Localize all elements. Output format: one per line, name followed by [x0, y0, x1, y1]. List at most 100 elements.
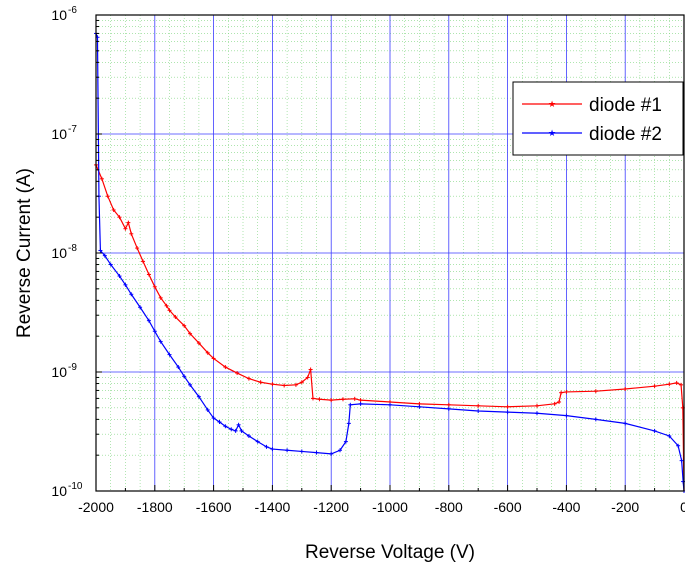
- series-point-2: [205, 407, 210, 412]
- y-tick-label: 10: [51, 126, 67, 142]
- series-point-2: [388, 402, 392, 407]
- series-point-1: [205, 350, 210, 355]
- series-line-2: [95, 33, 685, 492]
- series-point-2: [346, 421, 351, 426]
- series-point-2: [217, 420, 222, 425]
- series-point-1: [270, 382, 275, 387]
- series-point-1: [679, 382, 684, 387]
- x-tick-label: -600: [494, 499, 522, 515]
- series-point-1: [317, 397, 322, 402]
- legend: ★ diode #1 ★ diode #2: [512, 81, 684, 156]
- series-point-1: [505, 404, 510, 409]
- y-tick-exponent: -10: [68, 481, 83, 492]
- series-point-1: [129, 231, 134, 236]
- series-point-1: [188, 331, 193, 336]
- series-point-2: [188, 382, 193, 387]
- series-point-2: [505, 410, 510, 415]
- series-point-2: [270, 447, 275, 452]
- series-point-2: [146, 318, 151, 323]
- series-point-2: [246, 433, 251, 438]
- series-point-1: [293, 382, 298, 387]
- legend-box: [512, 81, 684, 156]
- series-point-2: [229, 427, 234, 432]
- series-point-1: [308, 367, 313, 372]
- series-point-2: [255, 439, 260, 444]
- legend-label-diode-2: diode #2: [589, 124, 662, 145]
- ticks: [95, 14, 685, 492]
- series-point-1: [152, 284, 157, 289]
- series-point-1: [329, 398, 334, 403]
- series-point-2: [623, 421, 628, 426]
- series-point-2: [211, 416, 216, 421]
- series-point-1: [211, 356, 216, 361]
- series-point-1: [674, 380, 679, 385]
- x-tick-label: -200: [611, 499, 639, 515]
- series-point-1: [310, 396, 315, 401]
- series-point-2: [129, 292, 134, 297]
- series-point-1: [126, 220, 131, 225]
- series-point-2: [138, 305, 143, 310]
- series-point-1: [164, 303, 169, 308]
- x-tick-label: -1200: [313, 499, 349, 515]
- series-point-1: [135, 246, 140, 251]
- series-point-1: [246, 376, 251, 381]
- series-point-2: [348, 402, 353, 407]
- series-point-1: [158, 295, 163, 300]
- x-tick-label: -1000: [372, 499, 408, 515]
- series-point-1: [173, 314, 178, 319]
- series-point-2: [223, 424, 228, 429]
- series-point-1: [196, 341, 201, 346]
- legend-marker-diode-1: ★: [548, 99, 556, 109]
- series-point-2: [329, 451, 334, 456]
- series-point-1: [476, 403, 481, 408]
- series-point-2: [158, 339, 163, 344]
- series-point-2: [358, 401, 363, 406]
- series-point-1: [446, 402, 451, 407]
- series-point-2: [652, 428, 657, 433]
- series-point-1: [593, 389, 598, 394]
- series-point-2: [564, 413, 569, 418]
- series-point-1: [182, 323, 187, 328]
- series-point-2: [167, 352, 172, 357]
- series-point-1: [358, 398, 363, 403]
- series-point-1: [305, 375, 310, 380]
- series-point-2: [299, 449, 304, 454]
- tick-labels: -2000 -1800 -1600 -1400 -1200 -1000 -800 -600 -4…: [51, 5, 685, 515]
- series-point-1: [623, 386, 628, 391]
- y-tick-exponent: -8: [68, 243, 77, 254]
- x-axis-label: Reverse Voltage (V): [305, 542, 475, 563]
- series-point-2: [108, 262, 113, 267]
- legend-label-diode-1: diode #1: [589, 95, 662, 116]
- series-point-2: [535, 411, 539, 416]
- y-tick-label: 10: [51, 7, 67, 23]
- y-tick-exponent: -6: [68, 5, 77, 16]
- series-point-2: [593, 417, 598, 422]
- series-point-1: [299, 380, 304, 385]
- series-point-2: [102, 253, 107, 258]
- series-point-2: [196, 394, 201, 399]
- y-tick-label: 10: [51, 245, 67, 261]
- series-point-2: [667, 433, 672, 438]
- series-point-1: [223, 365, 228, 370]
- series-point-1: [352, 396, 357, 401]
- series-point-2: [182, 374, 187, 379]
- series-point-2: [285, 448, 290, 453]
- x-tick-label: -1600: [196, 499, 232, 515]
- series-point-2: [98, 248, 103, 253]
- y-tick-label: 10: [51, 483, 67, 499]
- series-point-1: [146, 272, 151, 277]
- series-point-1: [105, 194, 110, 199]
- series-point-1: [564, 389, 569, 394]
- x-tick-label: -800: [435, 499, 463, 515]
- series-point-1: [535, 403, 539, 408]
- series-point-1: [123, 226, 128, 231]
- series-layer: [94, 31, 685, 493]
- x-tick-label: -400: [552, 499, 580, 515]
- series-point-2: [236, 422, 241, 427]
- series-point-1: [117, 215, 122, 220]
- x-tick-label: -1400: [254, 499, 290, 515]
- y-tick-exponent: -9: [68, 362, 77, 373]
- series-point-2: [446, 406, 451, 411]
- series-point-2: [239, 428, 244, 433]
- series-point-1: [652, 384, 657, 389]
